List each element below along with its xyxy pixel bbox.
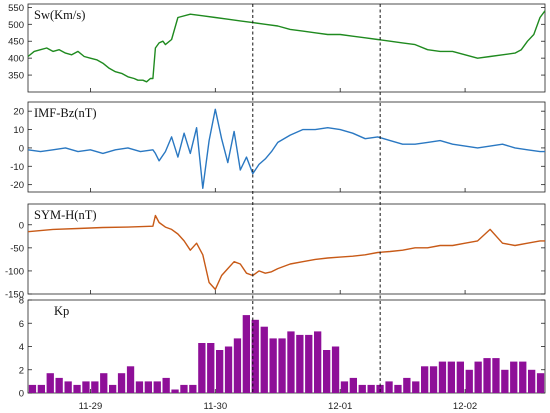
kp-bar (189, 384, 197, 393)
y-tick-label: 8 (19, 296, 24, 307)
kp-bar (421, 366, 429, 393)
x-tick-label: 11-30 (204, 401, 228, 412)
kp-bar (358, 384, 366, 393)
kp-bar (135, 381, 144, 393)
kp-bar (171, 389, 179, 393)
y-tick-label: 0 (19, 389, 24, 400)
kp-bar (349, 377, 357, 393)
kp-bar (251, 319, 259, 393)
kp-bar (296, 334, 304, 393)
panel-frame (27, 3, 546, 93)
kp-bar (385, 381, 393, 393)
y-tick-label: 500 (8, 20, 24, 31)
kp-bar (501, 369, 509, 394)
kp-bar (474, 361, 482, 393)
kp-bar (269, 338, 277, 393)
kp-bar (198, 343, 206, 393)
panel-title: Sw(Km/s) (34, 8, 85, 22)
kp-bar (144, 381, 152, 393)
series-line (27, 10, 546, 83)
series-line (27, 214, 545, 291)
kp-bar (207, 343, 215, 393)
kp-bar (403, 377, 411, 393)
kp-bar (100, 373, 108, 393)
y-tick-label: -10 (10, 162, 24, 173)
y-tick-label: 4 (19, 342, 24, 353)
y-tick-label: -150 (5, 290, 24, 301)
y-tick-label: 0 (19, 143, 24, 154)
y-tick-label: 450 (8, 37, 24, 48)
kp-bar (305, 334, 313, 393)
y-tick-label: -50 (10, 243, 24, 254)
kp-bar (278, 338, 286, 393)
kp-bar (180, 384, 188, 393)
kp-bar (456, 361, 464, 393)
kp-bar (73, 384, 81, 393)
kp-bar (314, 331, 322, 393)
kp-bar (37, 384, 45, 393)
x-tick-label: 12-02 (453, 401, 477, 412)
y-tick-label: 550 (8, 3, 24, 14)
x-tick-label: 11-29 (79, 401, 103, 412)
x-tick-label: 12-01 (328, 401, 352, 412)
panel-title: Kp (54, 304, 69, 318)
kp-bar (224, 346, 233, 393)
kp-bar (510, 361, 518, 393)
kp-bar (64, 381, 72, 393)
panel-title: SYM-H(nT) (34, 208, 97, 222)
panel-4: 0 2 4 6 8 Kp (19, 296, 546, 400)
kp-bar (331, 346, 340, 393)
y-tick-label: 0 (19, 220, 24, 231)
y-tick-label: 400 (8, 54, 24, 65)
kp-bar (528, 369, 536, 394)
y-tick-label: -100 (5, 266, 24, 277)
kp-bar (28, 384, 37, 393)
kp-bar (216, 350, 224, 393)
kp-bar (367, 384, 375, 393)
y-tick-label: 350 (8, 71, 24, 82)
kp-bar (483, 358, 491, 393)
kp-bar (162, 377, 170, 393)
series-line (27, 108, 545, 189)
kp-bar (91, 381, 99, 393)
kp-bar (46, 373, 54, 393)
kp-bar (412, 381, 420, 393)
kp-bar (465, 369, 473, 394)
kp-bar (438, 361, 447, 393)
kp-bar (126, 366, 135, 393)
y-tick-label: 20 (13, 107, 24, 118)
kp-bar (323, 350, 331, 393)
panel-frame (27, 101, 546, 193)
panel-1: 350 400 450 500 550 Sw(Km/s) (8, 3, 546, 93)
kp-bar (242, 315, 250, 393)
kp-bar (260, 326, 268, 393)
y-tick-label: 2 (19, 365, 24, 376)
y-tick-label: 6 (19, 319, 24, 330)
kp-bar (536, 373, 545, 393)
kp-bar (447, 361, 455, 393)
y-tick-label: -20 (10, 180, 24, 191)
kp-bar (117, 373, 126, 393)
kp-bar (233, 338, 242, 393)
kp-bar (394, 384, 402, 393)
kp-bar (153, 381, 161, 393)
kp-bar (492, 358, 500, 393)
kp-bar (340, 381, 349, 393)
kp-bar (55, 377, 63, 393)
panel-2: -20 -10 0 10 20 IMF-Bz(nT) (10, 101, 546, 193)
kp-bar (519, 361, 527, 393)
panel-frame (27, 203, 546, 295)
panel-title: IMF-Bz(nT) (34, 106, 97, 120)
kp-bar (429, 366, 438, 393)
kp-bar (82, 381, 90, 393)
kp-bar (287, 331, 295, 393)
kp-bar (376, 384, 384, 393)
panel-3: -150 -100 -50 0 SYM-H(nT) (5, 203, 546, 301)
kp-bar (109, 384, 117, 393)
y-tick-label: 10 (13, 125, 24, 136)
